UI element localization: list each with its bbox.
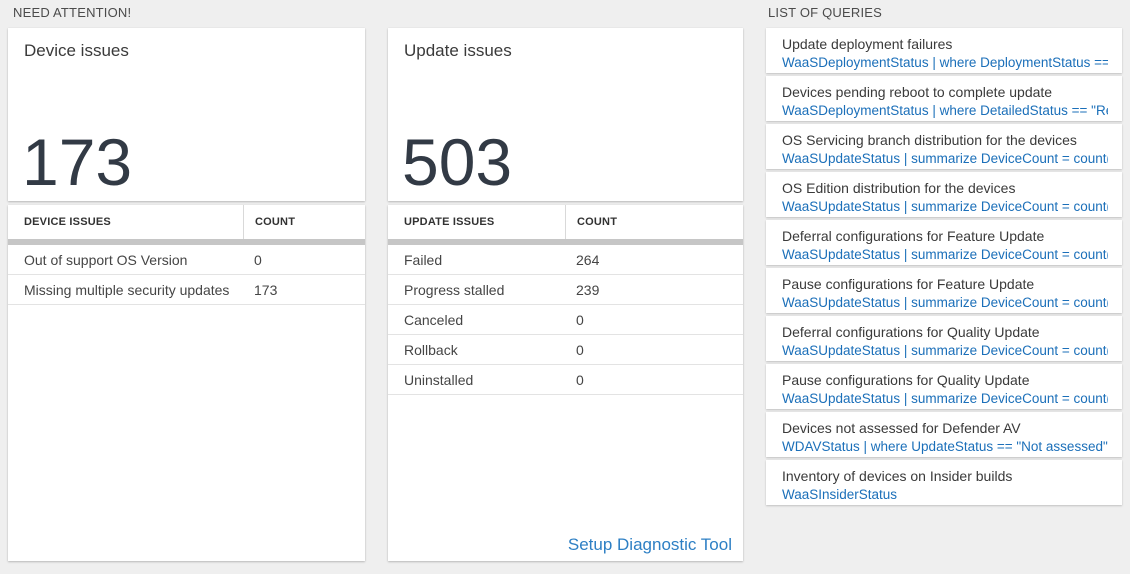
update-issue-label: Progress stalled (404, 281, 505, 298)
update-table-body: Failed 264 Progress stalled 239 Canceled… (388, 245, 743, 395)
update-issues-total: 503 (402, 124, 513, 199)
device-issue-label: Missing multiple security updates (24, 281, 230, 298)
query-title: Devices not assessed for Defender AV (782, 420, 1021, 436)
device-issues-total: 173 (22, 124, 133, 199)
device-table-header-issues: DEVICE ISSUES (24, 216, 111, 228)
query-text: WaaSUpdateStatus | summarize DeviceCount… (782, 247, 1108, 262)
setup-diagnostic-tool-link[interactable]: Setup Diagnostic Tool (567, 535, 732, 554)
query-item[interactable]: Deferral configurations for Feature Upda… (766, 220, 1122, 265)
query-text: WaaSUpdateStatus | summarize DeviceCount… (782, 199, 1108, 214)
update-table-row[interactable]: Rollback 0 (388, 335, 743, 365)
query-title: Pause configurations for Quality Update (782, 372, 1030, 388)
device-table-body: Out of support OS Version 0 Missing mult… (8, 245, 365, 305)
update-table-row[interactable]: Uninstalled 0 (388, 365, 743, 395)
query-item[interactable]: Pause configurations for Quality Update … (766, 364, 1122, 409)
device-table-header: DEVICE ISSUES COUNT (8, 205, 365, 239)
query-item[interactable]: Inventory of devices on Insider builds W… (766, 460, 1122, 505)
device-issues-table: DEVICE ISSUES COUNT Out of support OS Ve… (8, 205, 365, 561)
device-issue-count: 173 (254, 281, 278, 298)
device-table-header-count: COUNT (243, 205, 365, 239)
query-text: WaaSDeploymentStatus | where DeploymentS… (782, 55, 1108, 70)
query-title: Pause configurations for Feature Update (782, 276, 1035, 292)
update-table-row[interactable]: Progress stalled 239 (388, 275, 743, 305)
query-item[interactable]: Deferral configurations for Quality Upda… (766, 316, 1122, 361)
update-table-row[interactable]: Canceled 0 (388, 305, 743, 335)
update-table-header-issues: UPDATE ISSUES (404, 216, 495, 228)
update-issue-label: Uninstalled (404, 371, 474, 388)
query-text: WaaSDeploymentStatus | where DetailedSta… (782, 103, 1108, 118)
query-text: WDAVStatus | where UpdateStatus == "Not … (782, 439, 1108, 454)
list-of-queries-section-header: LIST OF QUERIES (768, 5, 883, 20)
query-list: Update deployment failures WaaSDeploymen… (766, 28, 1122, 561)
query-item[interactable]: OS Servicing branch distribution for the… (766, 124, 1122, 169)
device-table-row[interactable]: Missing multiple security updates 173 (8, 275, 365, 305)
update-table-header: UPDATE ISSUES COUNT (388, 205, 743, 239)
update-issue-label: Canceled (404, 311, 464, 328)
update-issue-count: 0 (576, 341, 584, 358)
update-issues-table: UPDATE ISSUES COUNT Failed 264 Progress … (388, 205, 743, 561)
query-title: Update deployment failures (782, 36, 953, 52)
query-title: Inventory of devices on Insider builds (782, 468, 1013, 484)
query-text: WaaSInsiderStatus (782, 487, 898, 502)
need-attention-section-header: NEED ATTENTION! (13, 5, 132, 20)
device-issues-title: Device issues (24, 41, 129, 60)
query-title: Devices pending reboot to complete updat… (782, 84, 1053, 100)
query-text: WaaSUpdateStatus | summarize DeviceCount… (782, 295, 1108, 310)
update-issues-tile[interactable]: Update issues 503 (388, 28, 743, 201)
query-title: Deferral configurations for Feature Upda… (782, 228, 1045, 244)
query-item[interactable]: Pause configurations for Feature Update … (766, 268, 1122, 313)
query-title: OS Edition distribution for the devices (782, 180, 1016, 196)
device-table-scrollbar[interactable] (8, 239, 365, 245)
device-table-row[interactable]: Out of support OS Version 0 (8, 245, 365, 275)
device-issue-label: Out of support OS Version (24, 251, 188, 268)
update-table-scrollbar[interactable] (388, 239, 743, 245)
query-text: WaaSUpdateStatus | summarize DeviceCount… (782, 343, 1108, 358)
update-issue-count: 0 (576, 311, 584, 328)
query-item[interactable]: Devices pending reboot to complete updat… (766, 76, 1122, 121)
update-issue-count: 0 (576, 371, 584, 388)
query-item[interactable]: Devices not assessed for Defender AV WDA… (766, 412, 1122, 457)
query-item[interactable]: OS Edition distribution for the devices … (766, 172, 1122, 217)
device-issue-count: 0 (254, 251, 262, 268)
update-issue-count: 239 (576, 281, 600, 298)
update-table-row[interactable]: Failed 264 (388, 245, 743, 275)
query-title: OS Servicing branch distribution for the… (782, 132, 1077, 148)
update-issues-title: Update issues (404, 41, 512, 60)
update-issue-label: Rollback (404, 341, 458, 358)
query-item[interactable]: Update deployment failures WaaSDeploymen… (766, 28, 1122, 73)
query-title: Deferral configurations for Quality Upda… (782, 324, 1040, 340)
query-text: WaaSUpdateStatus | summarize DeviceCount… (782, 151, 1108, 166)
update-issue-label: Failed (404, 251, 443, 268)
update-table-header-count: COUNT (565, 205, 743, 239)
device-issues-tile[interactable]: Device issues 173 (8, 28, 365, 201)
query-text: WaaSUpdateStatus | summarize DeviceCount… (782, 391, 1108, 406)
update-issue-count: 264 (576, 251, 600, 268)
